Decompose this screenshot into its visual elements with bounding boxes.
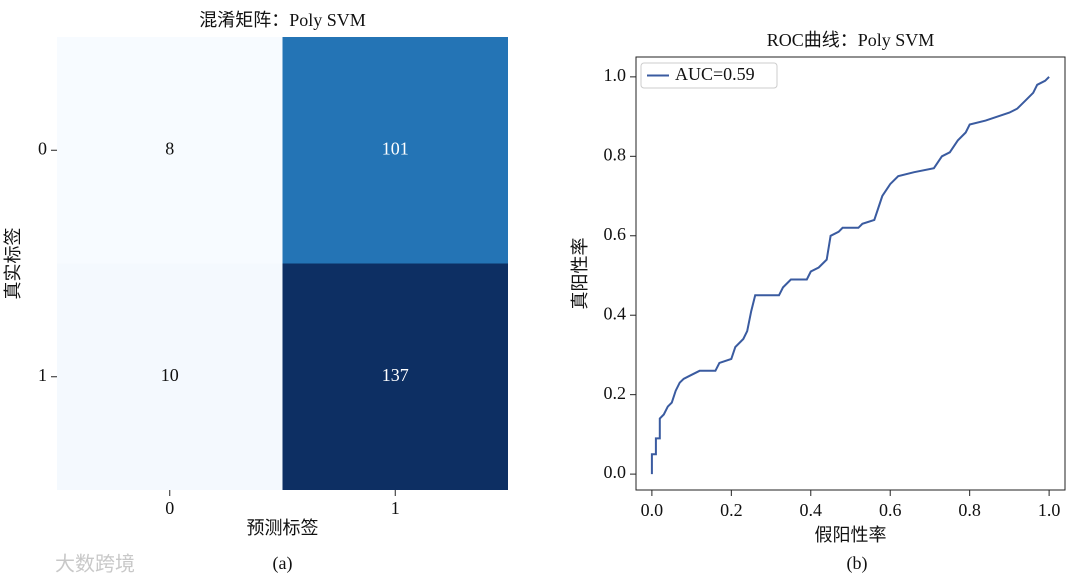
y-tick-label: 0.8: [604, 144, 627, 164]
heatmap-cell: [57, 37, 283, 264]
chart-title: 混淆矩阵：Poly SVM: [199, 10, 366, 30]
y-axis-label: 真实标签: [3, 228, 23, 300]
x-axis-label: 假阳性率: [815, 525, 887, 545]
watermark: 大数跨境: [55, 552, 135, 576]
x-tick-label: 0.8: [958, 500, 981, 520]
heatmap-cell: [57, 263, 283, 490]
y-axis-label: 真阳性率: [570, 238, 590, 310]
x-tick-label: 1: [391, 498, 400, 518]
x-tick-label: 1.0: [1038, 500, 1061, 520]
cell-label: 8: [165, 138, 174, 158]
caption: (a): [273, 553, 293, 574]
y-tick-label: 0.0: [604, 462, 627, 482]
cell-label: 10: [161, 365, 179, 385]
heatmap-cell: [282, 37, 508, 264]
x-tick-label: 0.2: [720, 500, 743, 520]
roc-line: [650, 76, 1050, 475]
legend-box: [640, 62, 778, 89]
y-tick-label: 0: [38, 138, 47, 158]
x-tick-label: 0.4: [800, 500, 823, 520]
legend-label: AUC=0.59: [675, 64, 755, 84]
x-tick-label: 0: [165, 498, 174, 518]
y-tick-label: 0.6: [604, 224, 627, 244]
chart-title: ROC曲线：Poly SVM: [767, 30, 935, 50]
y-tick-label: 0.2: [604, 383, 627, 403]
y-tick-label: 1: [38, 365, 47, 385]
x-tick-label: 0.6: [879, 500, 902, 520]
cell-label: 137: [382, 365, 409, 385]
x-axis-label: 预测标签: [247, 518, 319, 538]
y-tick-label: 0.4: [604, 303, 627, 323]
x-tick-label: 0.0: [641, 500, 664, 520]
caption: (b): [847, 553, 868, 574]
plot-frame: [635, 56, 1066, 491]
heatmap-cell: [282, 263, 508, 490]
cell-label: 101: [382, 138, 409, 158]
y-tick-label: 1.0: [604, 65, 627, 85]
